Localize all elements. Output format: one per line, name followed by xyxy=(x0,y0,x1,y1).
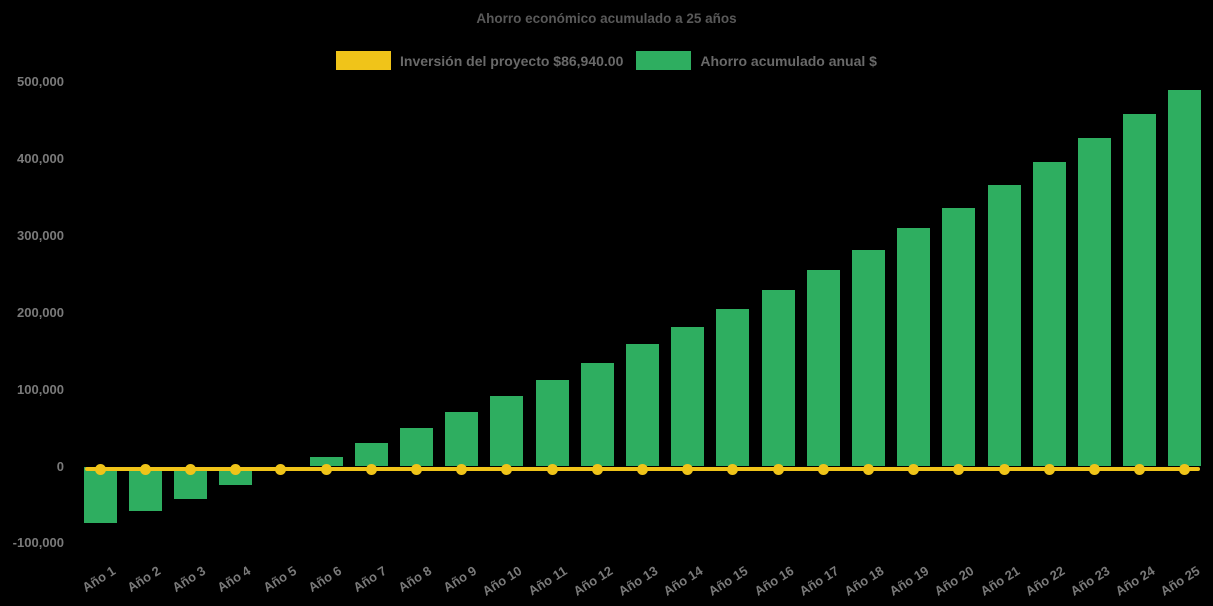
bar xyxy=(942,207,976,467)
investment-line-marker xyxy=(546,463,558,475)
bar xyxy=(897,228,931,467)
y-tick-label: 300,000 xyxy=(17,227,64,243)
investment-line-marker xyxy=(636,463,648,475)
x-tick-label: Año 3 xyxy=(169,563,209,595)
investment-line-marker xyxy=(139,463,151,475)
investment-line-marker xyxy=(953,463,965,475)
bar xyxy=(1032,161,1066,467)
y-tick-label: 400,000 xyxy=(17,150,64,166)
bar xyxy=(1123,113,1157,467)
investment-line-marker xyxy=(591,463,603,475)
x-tick-label: Año 25 xyxy=(1158,563,1203,599)
investment-line-marker xyxy=(1043,463,1055,475)
investment-line-marker xyxy=(456,463,468,475)
x-tick-label: Año 20 xyxy=(932,563,977,599)
investment-line-marker xyxy=(772,463,784,475)
investment-line-marker xyxy=(862,463,874,475)
legend-item-savings: Ahorro acumulado anual $ xyxy=(636,51,877,70)
x-tick-label: Año 18 xyxy=(841,563,887,599)
x-tick-label: Año 8 xyxy=(395,563,435,595)
y-tick-label: 100,000 xyxy=(17,381,64,397)
investment-line-marker xyxy=(184,463,196,475)
chart-title: Ahorro económico acumulado a 25 años xyxy=(476,11,737,26)
investment-line-marker xyxy=(501,463,513,475)
legend-swatch-investment xyxy=(336,51,392,70)
y-tick-label: 0 xyxy=(56,458,64,474)
bar xyxy=(851,249,885,467)
bar xyxy=(399,427,433,467)
investment-line-marker xyxy=(410,463,422,475)
bar xyxy=(535,379,569,467)
x-tick-label: Año 6 xyxy=(305,563,344,595)
legend-swatch-savings xyxy=(636,51,692,70)
x-tick-label: Año 24 xyxy=(1112,563,1158,599)
investment-line-marker xyxy=(727,463,739,475)
x-tick-label: Año 17 xyxy=(796,563,842,599)
x-tick-label: Año 11 xyxy=(525,563,570,599)
x-tick-label: Año 2 xyxy=(124,563,164,595)
x-tick-label: Año 7 xyxy=(350,563,390,595)
bar xyxy=(625,344,659,467)
investment-line-marker xyxy=(365,463,377,475)
x-tick-label: Año 19 xyxy=(886,563,932,599)
bar xyxy=(445,411,479,467)
bar xyxy=(761,289,795,467)
bar xyxy=(490,395,524,467)
investment-line-marker xyxy=(1134,463,1146,475)
investment-line-marker xyxy=(320,463,332,475)
bar xyxy=(806,269,840,467)
investment-line-marker xyxy=(1179,463,1191,475)
y-tick-label: -100,000 xyxy=(12,535,64,551)
legend-label-investment: Inversión del proyecto $86,940.00 xyxy=(400,52,624,69)
bar xyxy=(309,456,343,467)
x-tick-label: Año 23 xyxy=(1067,563,1113,599)
x-tick-label: Año 14 xyxy=(660,563,706,599)
bar xyxy=(671,326,705,467)
investment-line-marker xyxy=(908,463,920,475)
x-tick-label: Año 4 xyxy=(214,563,254,595)
x-tick-label: Año 10 xyxy=(480,563,525,599)
x-tick-label: Año 13 xyxy=(615,563,661,599)
investment-line-marker xyxy=(1088,463,1100,475)
bar xyxy=(987,184,1021,467)
bar xyxy=(219,466,253,485)
investment-line-marker xyxy=(682,463,694,475)
x-tick-label: Año 22 xyxy=(1022,563,1068,599)
bar xyxy=(716,308,750,467)
bar xyxy=(580,362,614,467)
bar xyxy=(354,442,388,467)
x-tick-label: Año 9 xyxy=(440,563,480,595)
x-tick-label: Año 1 xyxy=(79,563,118,595)
x-tick-label: Año 15 xyxy=(706,563,751,599)
x-tick-label: Año 21 xyxy=(977,563,1022,599)
bar xyxy=(1077,138,1111,467)
x-tick-label: Año 16 xyxy=(751,563,796,599)
x-tick-label: Año 12 xyxy=(570,563,616,599)
y-tick-label: 200,000 xyxy=(17,304,64,320)
investment-line-marker xyxy=(94,463,106,475)
legend-item-investment: Inversión del proyecto $86,940.00 xyxy=(336,51,623,70)
investment-line-marker xyxy=(817,463,829,475)
investment-line-marker xyxy=(230,463,242,475)
investment-line-marker xyxy=(275,463,287,475)
bar xyxy=(83,466,117,524)
legend-label-savings: Ahorro acumulado anual $ xyxy=(700,52,877,69)
y-tick-label: 500,000 xyxy=(17,73,64,89)
bar xyxy=(1168,89,1202,467)
chart-legend: Inversión del proyecto $86,940.00 Ahorro… xyxy=(0,51,1213,70)
investment-line-marker xyxy=(998,463,1010,475)
x-tick-label: Año 5 xyxy=(260,563,299,595)
